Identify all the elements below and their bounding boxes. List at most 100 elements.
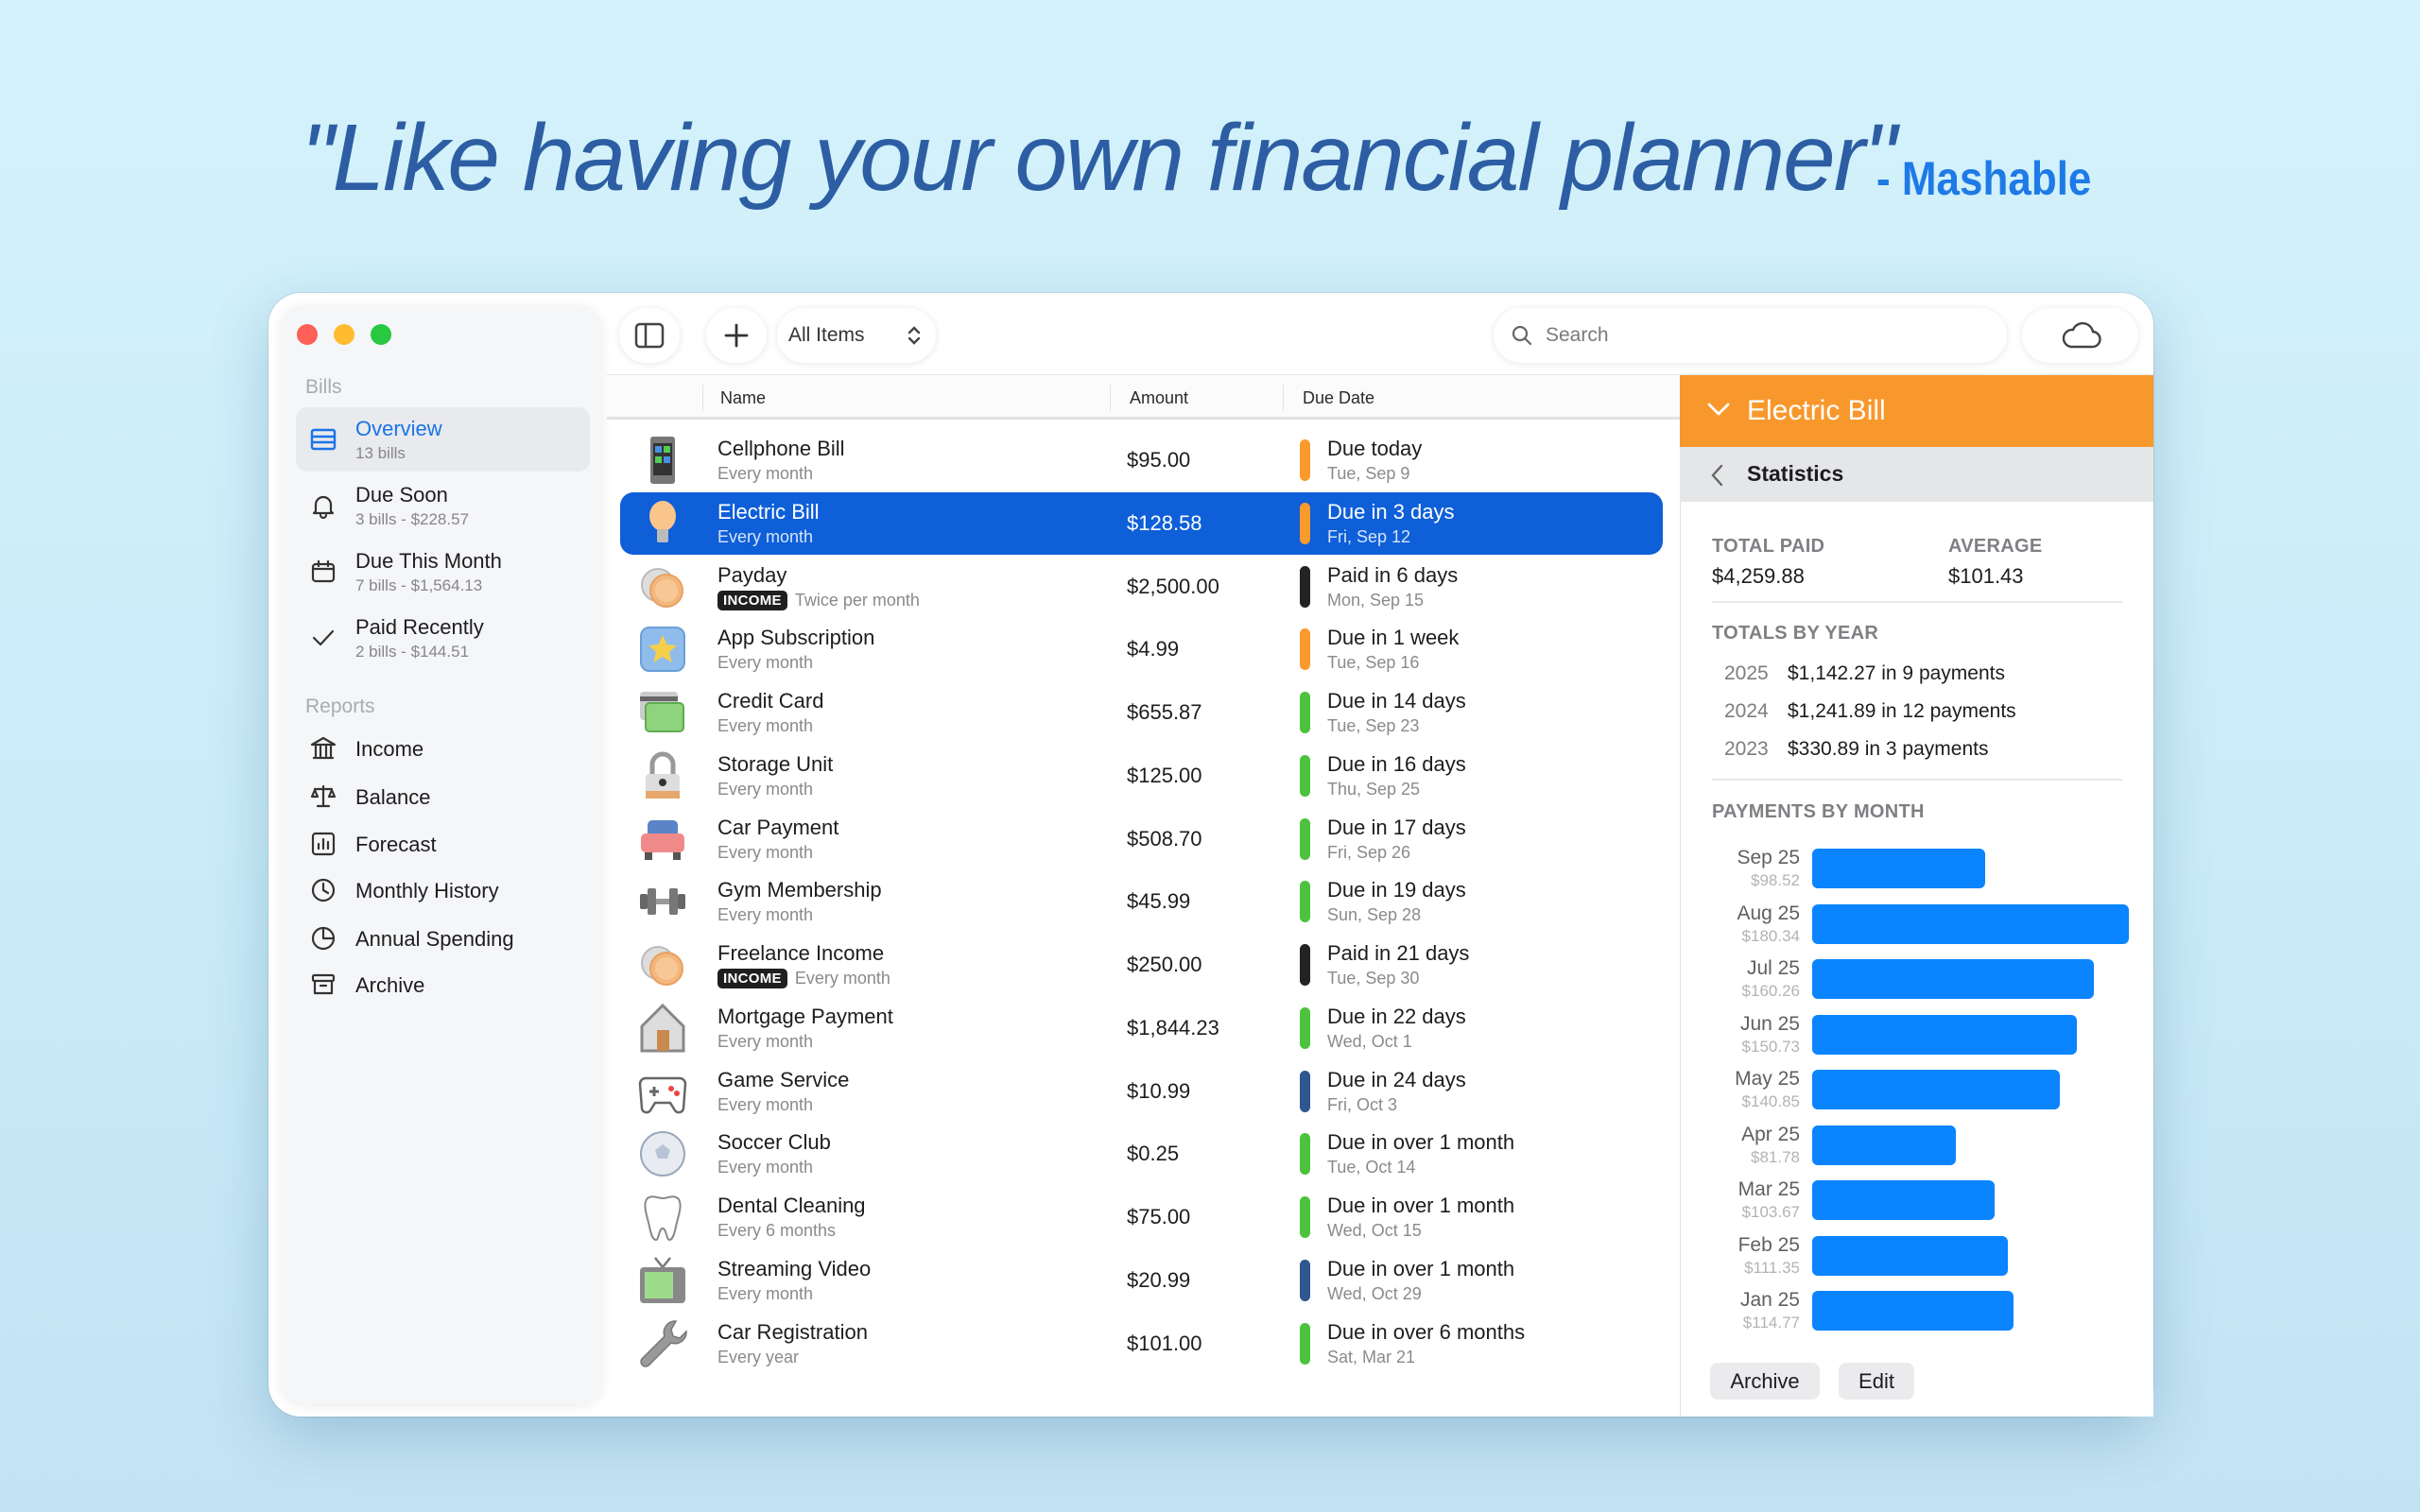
column-due-date[interactable]: Due Date <box>1303 388 1375 407</box>
month-label: Mar 25 <box>1737 1178 1800 1200</box>
sidebar-item-due-soon[interactable]: Due Soon 3 bills - $228.57 <box>296 473 590 538</box>
due-status: Due in over 6 months <box>1327 1319 1526 1344</box>
sidebar-report-income[interactable]: Income <box>296 727 590 770</box>
status-indicator <box>1300 944 1310 986</box>
column-amount[interactable]: Amount <box>1130 388 1189 407</box>
sidebar-item-subtitle: 3 bills - $228.57 <box>355 510 470 528</box>
month-label: Jun 25 <box>1739 1012 1800 1035</box>
month-bar <box>1812 1180 1995 1220</box>
due-date: Sat, Mar 21 <box>1327 1347 1416 1366</box>
bill-row-car-registration[interactable]: Car Registration Every year $101.00 Due … <box>620 1313 1663 1375</box>
bill-row-storage-unit[interactable]: Storage Unit Every month $125.00 Due in … <box>620 745 1663 807</box>
bill-amount: $250.00 <box>1127 953 1202 976</box>
sync-button[interactable] <box>2022 308 2138 363</box>
status-indicator <box>1300 881 1310 923</box>
archive-icon <box>311 973 336 995</box>
lightbulb-icon <box>649 500 676 542</box>
sidebar-section-bills: Bills <box>305 376 342 398</box>
overview-icon <box>310 428 337 451</box>
divider <box>1712 601 2122 603</box>
due-status: Due in 16 days <box>1327 751 1466 776</box>
column-separator <box>1110 385 1111 411</box>
bill-name: Dental Cleaning <box>717 1194 866 1217</box>
bill-frequency: Every year <box>717 1347 800 1366</box>
search-field[interactable]: Search <box>1494 308 2007 363</box>
back-chevron-icon[interactable] <box>1709 463 1726 488</box>
bill-frequency: Every 6 months <box>717 1221 837 1240</box>
zoom-window-button[interactable] <box>371 324 391 345</box>
year-label: 2024 <box>1724 700 1769 722</box>
archive-button[interactable]: Archive <box>1710 1363 1820 1400</box>
bill-name: Freelance Income <box>717 941 885 965</box>
tv-icon <box>640 1256 685 1303</box>
year-label: 2025 <box>1724 662 1769 684</box>
due-status: Due in over 1 month <box>1327 1256 1515 1280</box>
bill-row-mortgage-payment[interactable]: Mortgage Payment Every month $1,844.23 D… <box>620 997 1663 1059</box>
bill-row-streaming-video[interactable]: Streaming Video Every month $20.99 Due i… <box>620 1249 1663 1312</box>
bill-name: Car Payment <box>717 815 839 839</box>
status-indicator <box>1300 692 1310 733</box>
bill-name: Game Service <box>717 1067 850 1091</box>
year-total: $1,241.89 in 12 payments <box>1788 700 2016 722</box>
add-bill-button[interactable] <box>706 308 767 363</box>
bill-recurrence: INCOME Twice per month <box>717 590 920 610</box>
sidebar-report-annual-spending[interactable]: Annual Spending <box>296 917 590 960</box>
status-indicator <box>1300 565 1310 608</box>
due-date: Tue, Sep 23 <box>1327 716 1420 735</box>
year-label: 2023 <box>1724 738 1769 760</box>
due-status: Due in 19 days <box>1327 878 1466 902</box>
status-indicator <box>1300 628 1310 671</box>
bill-row-app-subscription[interactable]: App Subscription Every month $4.99 Due i… <box>620 618 1663 680</box>
due-status: Due in 22 days <box>1327 1004 1466 1028</box>
month-label: Sep 25 <box>1737 847 1800 868</box>
sidebar-item-title: Due Soon <box>355 483 448 507</box>
bill-row-credit-card[interactable]: Credit Card Every month $655.87 Due in 1… <box>620 681 1663 744</box>
bill-row-freelance-income[interactable]: Freelance Income INCOME Every month $250.… <box>620 934 1663 996</box>
detail-title: Electric Bill <box>1747 395 1886 426</box>
bill-row-electric-bill[interactable]: Electric Bill Every month $128.58 Due in… <box>620 491 1663 555</box>
month-label: Aug 25 <box>1737 902 1800 924</box>
chevron-down-icon[interactable] <box>1706 400 1731 419</box>
bill-row-cellphone-bill[interactable]: Cellphone Bill Every month $95.00 Due to… <box>620 429 1663 491</box>
star-icon <box>640 627 685 673</box>
bill-amount: $125.00 <box>1127 763 1202 787</box>
bill-recurrence: Every month <box>717 1158 813 1177</box>
status-indicator <box>1300 1259 1310 1301</box>
minimize-window-button[interactable] <box>334 324 354 345</box>
close-window-button[interactable] <box>297 324 318 345</box>
bill-row-gym-membership[interactable]: Gym Membership Every month $45.99 Due in… <box>620 870 1663 933</box>
status-indicator <box>1300 1133 1310 1176</box>
bill-row-game-service[interactable]: Game Service Every month $10.99 Due in 2… <box>620 1060 1663 1123</box>
month-label: May 25 <box>1735 1068 1800 1090</box>
scale-icon <box>310 784 337 808</box>
due-status: Due in 24 days <box>1327 1067 1466 1091</box>
month-amount: $150.73 <box>1741 1037 1800 1056</box>
due-date: Tue, Sep 9 <box>1327 464 1410 483</box>
list-column-header: Name Amount Due Date <box>607 375 1680 420</box>
edit-button[interactable]: Edit <box>1839 1363 1914 1400</box>
toolbar-divider <box>607 374 2153 375</box>
sidebar-item-subtitle: 2 bills - $144.51 <box>355 643 470 661</box>
bill-row-dental-cleaning[interactable]: Dental Cleaning Every 6 months $75.00 Du… <box>620 1186 1663 1248</box>
toggle-sidebar-button[interactable] <box>619 308 680 363</box>
sidebar-item-due-this-month[interactable]: Due This Month 7 bills - $1,564.13 <box>296 540 590 604</box>
sidebar-item-paid-recently[interactable]: Paid Recently 2 bills - $144.51 <box>296 606 590 670</box>
bill-row-car-payment[interactable]: Car Payment Every month $508.70 Due in 1… <box>620 808 1663 870</box>
due-date: Sun, Sep 28 <box>1327 905 1422 925</box>
filter-select[interactable]: All Items <box>777 308 936 363</box>
average-value: $101.43 <box>1948 564 2024 588</box>
sidebar-report-archive[interactable]: Archive <box>296 963 590 1006</box>
detail-header[interactable] <box>1680 375 2153 447</box>
sidebar-report-balance[interactable]: Balance <box>296 775 590 818</box>
column-name[interactable]: Name <box>720 388 767 407</box>
bill-frequency: Every month <box>717 1283 814 1303</box>
bill-row-soccer-club[interactable]: Soccer Club Every month $0.25 Due in ove… <box>620 1123 1663 1185</box>
sidebar-report-monthly-history[interactable]: Monthly History <box>296 868 590 912</box>
gamepad-icon <box>638 1076 687 1113</box>
month-label: Apr 25 <box>1741 1123 1800 1145</box>
bill-recurrence: Every 6 months <box>717 1221 836 1241</box>
sidebar-report-forecast[interactable]: Forecast <box>296 822 590 866</box>
bill-recurrence: Every month <box>717 716 813 736</box>
sidebar-item-overview[interactable]: Overview 13 bills <box>296 407 590 472</box>
bill-row-payday[interactable]: Payday INCOME Twice per month $2,500.00 P… <box>620 556 1663 618</box>
